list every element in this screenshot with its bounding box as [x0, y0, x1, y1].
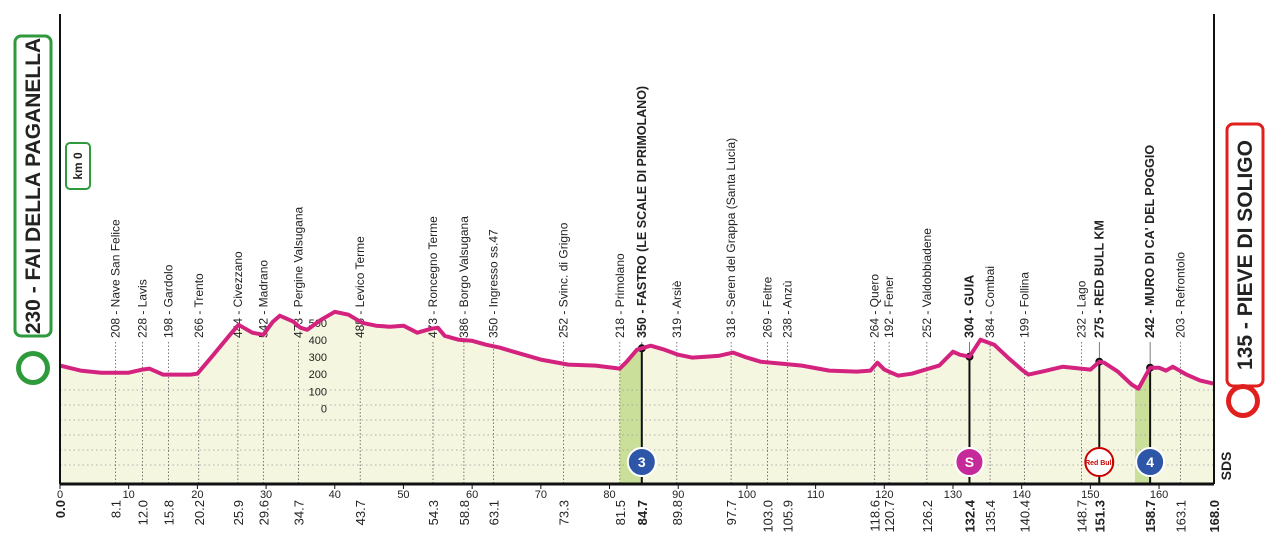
km-label: 118.6	[868, 500, 883, 532]
km-label: 54.3	[426, 500, 441, 525]
x-tick-label: 40	[329, 489, 341, 501]
waypoint-label: 542 - Madrano	[256, 260, 270, 338]
km0-label: km 0	[71, 152, 85, 180]
km-label: 15.8	[162, 500, 177, 525]
waypoint-label: 350 - Ingresso ss.47	[486, 229, 500, 338]
x-tick-label: 100	[738, 489, 756, 501]
waypoint-label: 218 - Primolano	[613, 253, 627, 338]
km-label: 58.8	[457, 500, 472, 525]
km-label: 12.0	[135, 500, 150, 525]
km-label: 151.3	[1092, 500, 1107, 533]
marker-badge	[954, 447, 985, 477]
finish-label: 135 - PIEVE DI SOLIGO	[1234, 140, 1257, 370]
waypoint-label: 485 - Levico Terme	[353, 236, 367, 338]
km-label: 81.5	[613, 500, 628, 525]
waypoint-label: 232 - Lago	[1074, 280, 1088, 338]
km-label: 148.7	[1074, 500, 1089, 533]
waypoint-label: 198 - Gardolo	[162, 264, 176, 338]
x-tick-label: 90	[672, 489, 684, 501]
brand: SDS	[1218, 452, 1234, 481]
waypoint-label: 350 - FASTRO (LE SCALE DI PRIMOLANO)	[635, 86, 649, 338]
km-label: 126.2	[920, 500, 935, 533]
km-label: 73.3	[557, 500, 572, 525]
waypoint-label: 192 - Fener	[882, 276, 896, 338]
km-label: 0.0	[53, 500, 68, 518]
finish-icon-inner	[1231, 389, 1255, 413]
km-label: 163.1	[1173, 500, 1188, 533]
waypoint-label: 275 - RED BULL KM	[1092, 220, 1106, 338]
waypoint-label: 473 - Roncegno Terme	[426, 216, 440, 338]
marker-label: 3	[638, 454, 646, 470]
km-label: 140.4	[1017, 500, 1032, 533]
x-tick-label: 130	[944, 489, 962, 501]
x-tick-label: 80	[603, 489, 615, 501]
km-label: 97.7	[724, 500, 739, 525]
y-tick-label: 400	[309, 335, 327, 347]
waypoint-label: 384 - Combai	[983, 266, 997, 338]
waypoint-label: 203 - Refrontolo	[1173, 252, 1187, 338]
km-label: 168.0	[1207, 500, 1222, 533]
waypoint-label: 473 - Pergine Valsugana	[291, 206, 305, 338]
waypoint-label: 444 - Civezzano	[231, 251, 245, 338]
x-tick-label: 120	[875, 489, 893, 501]
marker-badge	[1084, 447, 1115, 477]
km-label: 132.4	[962, 499, 977, 532]
x-tick-label: 30	[260, 489, 272, 501]
km-label: 29.6	[256, 500, 271, 525]
x-tick-label: 50	[397, 489, 409, 501]
km-label: 103.0	[761, 500, 776, 533]
waypoint-label: 319 - Arsiè	[670, 280, 684, 338]
start-box	[13, 34, 53, 338]
marker-label: 4	[1146, 454, 1154, 470]
km-label: 43.7	[353, 500, 368, 525]
start-label: 230 - FAI DELLA PAGANELLA	[22, 38, 45, 334]
marker-label: S	[965, 454, 974, 470]
km-label: 105.9	[780, 500, 795, 533]
x-tick-label: 140	[1012, 489, 1030, 501]
x-tick-label: 150	[1081, 489, 1099, 501]
waypoint-label: 266 - Trento	[192, 273, 206, 338]
y-tick-label: 300	[309, 352, 327, 364]
km-label: 120.7	[882, 500, 897, 533]
waypoint-label: 304 - GUIA	[962, 275, 976, 338]
x-tick-label: 20	[191, 489, 203, 501]
x-tick-label: 160	[1150, 489, 1168, 501]
km-label: 84.7	[635, 500, 650, 525]
y-tick-label: 0	[321, 404, 327, 416]
km-label: 158.7	[1143, 500, 1158, 533]
waypoint-label: 208 - Nave San Felice	[109, 219, 123, 338]
marker-badge	[1135, 447, 1166, 477]
km0-box	[65, 142, 91, 190]
waypoint-label: 199 - Follina	[1017, 272, 1031, 338]
x-tick-label: 70	[535, 489, 547, 501]
marker-badge	[626, 447, 657, 477]
km-label: 34.7	[291, 500, 306, 525]
km-label: 8.1	[109, 500, 124, 518]
x-tick-label: 60	[466, 489, 478, 501]
waypoint-label: 242 - MURO DI CA' DEL POGGIO	[1143, 145, 1157, 338]
start-icon-inner	[21, 356, 45, 380]
waypoint-label: 386 - Borgo Valsugana	[457, 216, 471, 338]
x-tick-label: 10	[123, 489, 135, 501]
waypoint-label: 318 - Seren del Grappa (Santa Lucia)	[724, 138, 738, 338]
y-tick-label: 200	[309, 369, 327, 381]
km-label: 135.4	[983, 500, 998, 533]
marker-label: Red Bull	[1085, 460, 1113, 467]
km-label: 25.9	[231, 500, 246, 525]
profile-line	[59, 309, 1215, 391]
waypoint-label: 228 - Lavis	[135, 279, 149, 338]
y-tick-label: 100	[309, 386, 327, 398]
x-tick-label: 0	[57, 489, 63, 501]
waypoint-label: 238 - Anzù	[780, 281, 794, 338]
km-label: 63.1	[486, 500, 501, 525]
km-label: 89.8	[670, 500, 685, 525]
waypoint-label: 264 - Quero	[868, 274, 882, 338]
km-label: 20.2	[192, 500, 207, 525]
waypoint-label: 252 - Svinc. di Grigno	[557, 222, 571, 338]
x-tick-label: 110	[807, 489, 825, 501]
waypoint-label: 252 - Valdobbiadene	[920, 228, 934, 338]
waypoint-label: 269 - Feltre	[761, 276, 775, 338]
